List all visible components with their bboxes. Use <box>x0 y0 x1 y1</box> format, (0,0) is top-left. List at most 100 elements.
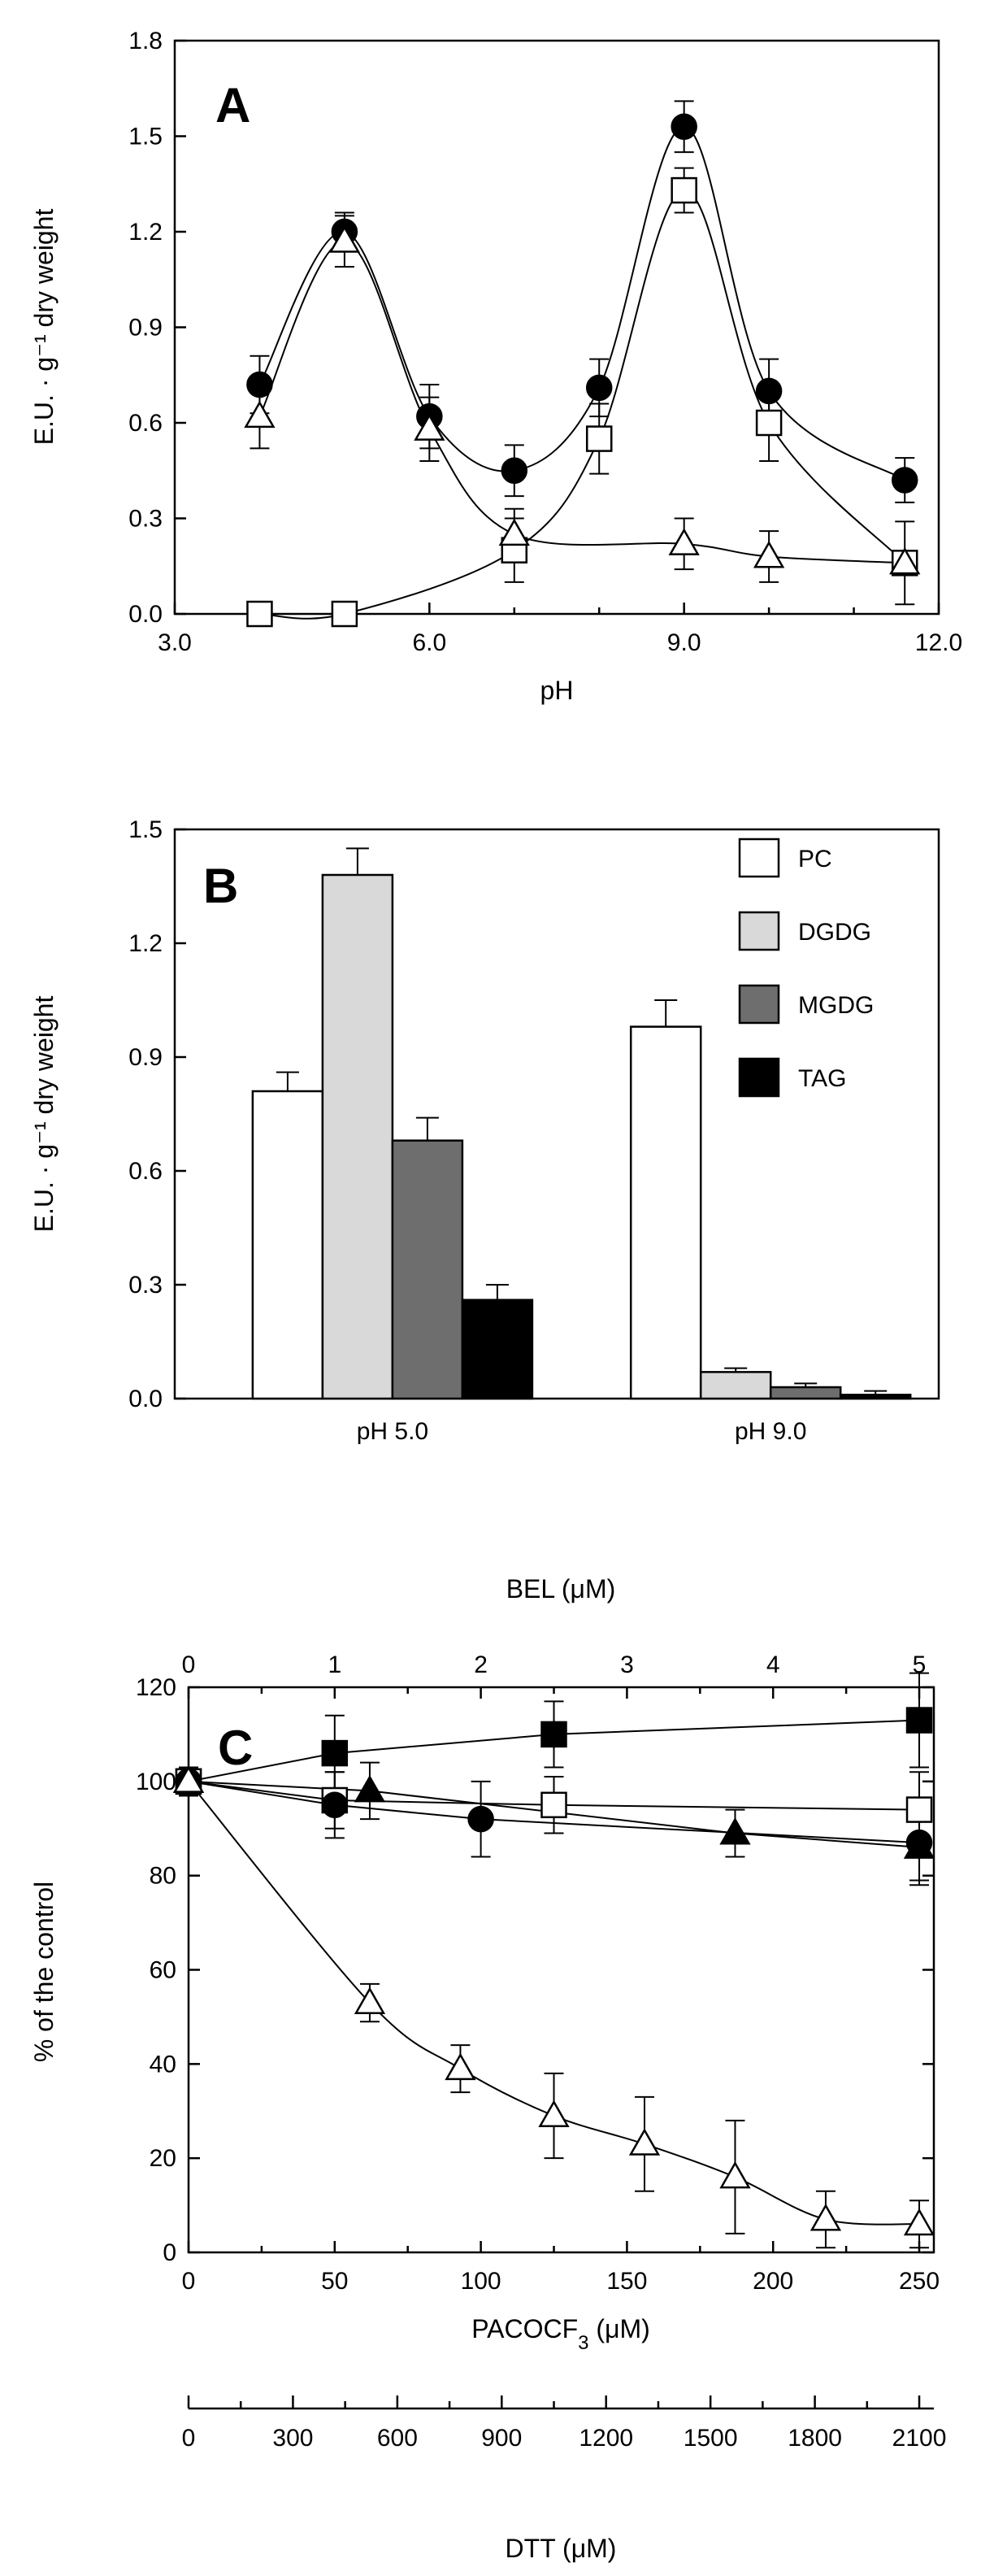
panel-c-frame <box>187 1686 935 2254</box>
legend-label-DGDG: DGDG <box>798 919 871 946</box>
panel-a-ytick-label: 1.2 <box>128 219 163 246</box>
panel-a-ytick-label: 0.6 <box>128 410 163 437</box>
panel-a: A pH E.U. · g⁻¹ dry weight 3.0 6.0 9.0 12.0… <box>29 28 962 705</box>
panel-c-point-filled-triangle <box>903 1831 935 1859</box>
panel-c-point-filled-square <box>321 1739 349 1767</box>
dtt-axis-tick-label: 2100 <box>892 2425 947 2452</box>
panel-b-bar-PC <box>251 1090 324 1400</box>
panel-a-point-open-triangle <box>244 400 276 429</box>
panel-b-bar-TAG <box>839 1394 912 1400</box>
panel-c-ylabel: % of the control <box>29 1882 59 2062</box>
panel-b-axes: 0.0 0.3 0.6 0.9 1.2 1.5 pH 5.0 pH 9.0 <box>128 816 806 1445</box>
panel-c-top-tick-label: 3 <box>620 1651 634 1678</box>
panel-b-bar-PC <box>629 1025 702 1400</box>
panel-c-point-filled-triangle <box>719 1817 751 1845</box>
dtt-axis-tick-label: 1500 <box>684 2425 738 2452</box>
panel-c-ytick-label: 40 <box>150 2051 176 2078</box>
panel-b-letter: B <box>203 859 238 913</box>
panel-c-point-open-triangle <box>810 2203 842 2231</box>
panel-a-point-total <box>246 371 273 398</box>
panel-c-point-filled-circle <box>321 1791 349 1819</box>
panel-c-ytick-label: 60 <box>150 1957 176 1984</box>
panel-b-bar-DGDG <box>321 873 394 1400</box>
panel-b-bar-TAG <box>461 1299 534 1400</box>
panel-a-point-open-triangle <box>328 225 361 253</box>
dtt-axis-tick-label: 600 <box>377 2425 418 2452</box>
panel-c-bottom-tick-label: 200 <box>753 2268 793 2295</box>
panel-a-ytick-label: 0.9 <box>128 315 163 342</box>
panel-a-point-open-square <box>755 409 783 437</box>
panel-a-xtick-label: 12.0 <box>915 629 962 656</box>
panel-a-marks <box>244 100 921 628</box>
panel-b-ytick-label: 0.0 <box>128 1386 163 1412</box>
panel-a-point-open-square <box>331 600 358 628</box>
panel-a-point-total <box>671 113 697 140</box>
panel-a-axes: 3.0 6.0 9.0 12.0 0.0 0.3 0.6 0.9 1.2 1.5 1.8 <box>128 28 962 656</box>
panel-c-point-filled-triangle <box>354 1774 386 1803</box>
panel-a-point-open-triangle <box>889 546 921 575</box>
panel-c-point-open-triangle <box>903 2208 935 2236</box>
legend-swatch-MGDG <box>738 984 780 1025</box>
panel-c-bottom-tick-label: 50 <box>321 2268 348 2295</box>
panel-c: C BEL (μM) PACOCF3 (μM) % of the control… <box>29 1574 946 2563</box>
legend-swatch-DGDG <box>738 911 780 951</box>
dtt-axis-tick-label: 900 <box>481 2425 522 2452</box>
panel-c-line-filled-square <box>188 1719 920 1782</box>
panel-a-point-open-triangle <box>668 528 700 555</box>
panel-a-frame <box>173 39 940 616</box>
legend-label-MGDG: MGDG <box>798 992 874 1019</box>
legend-label-PC: PC <box>798 846 832 872</box>
panel-a-xtick-label: 9.0 <box>667 629 701 656</box>
dtt-axis-tick-label: 1200 <box>579 2425 633 2452</box>
panel-c-top-tick-label: 0 <box>182 1651 196 1678</box>
panel-c-marks <box>172 1672 935 2249</box>
panel-c-point-open-triangle <box>628 2128 661 2156</box>
panel-c-dtt-label: DTT (μM) <box>506 2534 617 2563</box>
panel-c-top-tick-label: 2 <box>474 1651 488 1678</box>
panel-c-point-open-square <box>540 1791 567 1819</box>
panel-b-ytick-label: 0.6 <box>128 1158 163 1185</box>
panel-a-point-open-square <box>246 600 273 628</box>
panel-c-ytick-label: 0 <box>163 2239 176 2266</box>
panel-a-xtick-label: 3.0 <box>158 629 192 656</box>
panel-a-point-total <box>891 467 918 494</box>
panel-a-xlabel: pH <box>540 676 574 705</box>
panel-b-frame <box>173 828 940 1400</box>
panel-b-ytick-label: 1.5 <box>128 816 163 843</box>
panel-a-line-total <box>258 125 905 481</box>
panel-a-curves <box>258 125 905 620</box>
panel-c-point-open-triangle <box>354 1986 386 2015</box>
panel-b-legend: PC DGDG MGDG TAG <box>738 838 874 1098</box>
panel-c-bottom-tick-label: 150 <box>606 2268 647 2295</box>
panel-a-point-total <box>755 377 783 405</box>
pacocf-label-sub: 3 <box>578 2332 588 2354</box>
panel-a-line-open-square <box>259 189 905 620</box>
panel-a-ytick-label: 0.3 <box>128 506 163 533</box>
panel-a-line-open-triangle <box>258 240 905 564</box>
panel-a-ytick-label: 0.0 <box>128 601 163 628</box>
panel-c-bottom-tick-label: 0 <box>182 2268 196 2295</box>
panel-b-bar-DGDG <box>699 1371 772 1400</box>
panel-c-ytick-label: 80 <box>150 1863 176 1890</box>
panel-c-point-open-triangle <box>538 2100 570 2128</box>
panel-c-top-tick-label: 1 <box>328 1651 341 1678</box>
legend-label-TAG: TAG <box>798 1065 846 1092</box>
panel-b-ytick-label: 1.2 <box>128 930 163 957</box>
panel-a-letter: A <box>215 78 250 133</box>
panel-c-point-filled-square <box>540 1721 567 1748</box>
dtt-axis-tick-label: 0 <box>182 2425 196 2452</box>
panel-a-ytick-label: 1.8 <box>128 28 163 54</box>
panel-b-ylabel: E.U. · g⁻¹ dry weight <box>29 996 59 1233</box>
pacocf-label-prefix: PACOCF <box>471 2314 578 2343</box>
panel-b-bar-MGDG <box>391 1139 464 1400</box>
panel-c-ytick-label: 120 <box>136 1674 176 1701</box>
panel-a-point-total <box>501 457 528 484</box>
pacocf-label-suffix: (μM) <box>589 2314 650 2343</box>
dtt-axis-tick-label: 300 <box>272 2425 313 2452</box>
panel-a-point-open-triangle <box>498 518 530 546</box>
panel-a-ytick-label: 1.5 <box>128 124 163 150</box>
panel-c-top-label: BEL (μM) <box>506 1574 616 1603</box>
panel-b-ytick-label: 0.3 <box>128 1272 163 1299</box>
panel-b: B E.U. · g⁻¹ dry weight 0.0 0.3 0.6 0.9 1.2 1… <box>29 816 940 1445</box>
